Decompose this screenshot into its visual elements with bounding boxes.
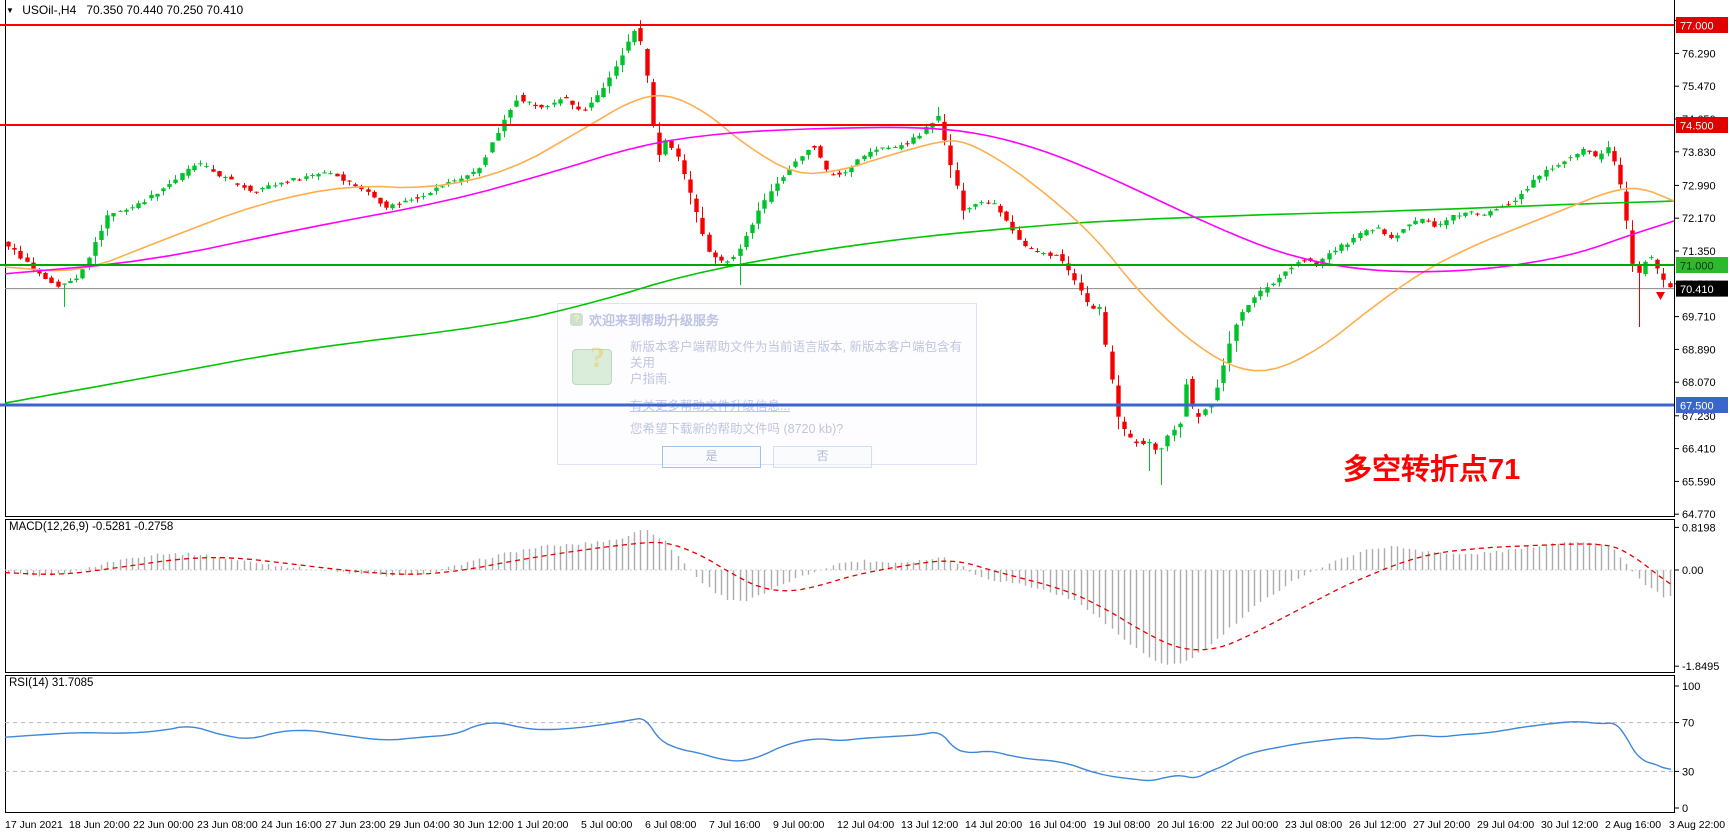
time-axis-label: 2 Aug 16:00: [1605, 819, 1661, 831]
help-upgrade-dialog: ? 欢迎来到帮助升级服务 ? 新版本客户端帮助文件为当前语言版本, 新版本客户端…: [557, 303, 977, 468]
price-tick-label: 67.230: [1682, 411, 1716, 423]
time-axis-label: 22 Jul 00:00: [1221, 819, 1278, 831]
badge-67500-text: 67.500: [1680, 401, 1714, 413]
time-axis-label: 3 Aug 22:00: [1669, 819, 1725, 831]
price-tick-label: 64.770: [1682, 509, 1716, 521]
time-axis-label: 19 Jul 08:00: [1093, 819, 1150, 831]
time-axis-label: 30 Jul 12:00: [1541, 819, 1598, 831]
help-service-icon: ?: [570, 313, 583, 326]
badge-current-price-text: 70.410: [1680, 284, 1714, 296]
main-panel-frame: [5, 0, 1675, 517]
badge-71000-text: 71.000: [1680, 261, 1714, 273]
badge-71000: [1676, 257, 1728, 273]
help-dialog-title: 欢迎来到帮助升级服务: [589, 313, 720, 328]
time-axis-label: 29 Jul 04:00: [1477, 819, 1534, 831]
candles-layer: [6, 20, 1673, 485]
chevron-down-icon[interactable]: ▼: [6, 6, 14, 15]
ma-mid-magenta-line: [4, 126, 1675, 275]
help-dialog-text-col: 新版本客户端帮助文件为当前语言版本, 新版本客户端包含有关用 户指南. 有关更多…: [630, 339, 964, 437]
time-axis[interactable]: 17 Jun 2021 18 Jun 20:00 22 Jun 00:00 23 Ju…: [5, 819, 1725, 831]
price-tick-label: 72.990: [1682, 180, 1716, 192]
rsi-tick-label: 70: [1682, 718, 1694, 730]
badge-77000: [1676, 17, 1728, 33]
time-axis-label: 12 Jul 04:00: [837, 819, 894, 831]
rsi-tick-label: 0: [1682, 803, 1688, 815]
price-tick-label: 73.830: [1682, 147, 1716, 159]
macd-histogram: [7, 530, 1672, 665]
rsi-tick-label: 100: [1682, 681, 1700, 693]
price-tick-label: 71.350: [1682, 246, 1716, 258]
macd-signal-line: [4, 541, 1672, 651]
macd-tick-label: 0.8198: [1682, 522, 1716, 534]
price-tick-label: 76.290: [1682, 48, 1716, 60]
time-axis-label: 13 Jul 12:00: [901, 819, 958, 831]
time-axis-label: 9 Jul 00:00: [773, 819, 825, 831]
rsi-line: [4, 717, 1672, 782]
help-dialog-body: ? 新版本客户端帮助文件为当前语言版本, 新版本客户端包含有关用 户指南. 有关…: [558, 331, 976, 437]
time-axis-label: 29 Jun 04:00: [389, 819, 450, 831]
symbol-ohlc-title: ▼ USOil-,H4 70.350 70.440 70.250 70.410: [6, 3, 243, 17]
time-axis-label: 24 Jun 16:00: [261, 819, 322, 831]
no-button[interactable]: 否: [773, 446, 872, 468]
time-axis-label: 30 Jun 12:00: [453, 819, 514, 831]
time-axis-label: 27 Jul 20:00: [1413, 819, 1470, 831]
price-tick-label: 68.070: [1682, 377, 1716, 389]
macd-tick-label: -1.8495: [1682, 661, 1719, 673]
help-question-glyph: ?: [590, 341, 605, 374]
price-tick-label: 75.470: [1682, 81, 1716, 93]
help-dialog-text-line2: 户指南.: [630, 372, 671, 386]
time-axis-label: 23 Jul 08:00: [1285, 819, 1342, 831]
price-tick-label: 66.410: [1682, 444, 1716, 456]
rsi-tick-label: 30: [1682, 766, 1694, 778]
ma-fast-orange-line: [4, 94, 1675, 372]
help-book-shape: [572, 349, 612, 385]
rsi-indicator-label: RSI(14) 31.7085: [9, 677, 94, 689]
badge-current-price: [1676, 280, 1728, 297]
time-axis-label: 26 Jul 12:00: [1349, 819, 1406, 831]
last-price-arrow-icon: [1656, 292, 1665, 300]
price-tick-label: 69.710: [1682, 312, 1716, 324]
ohlc-values: 70.350 70.440 70.250 70.410: [86, 3, 244, 17]
download-question: 您希望下载新的帮助文件吗 (8720 kb)?: [630, 422, 844, 436]
time-axis-label: 16 Jul 04:00: [1029, 819, 1086, 831]
macd-indicator-label: MACD(12,26,9) -0.5281 -0.2758: [9, 521, 174, 533]
badge-74500-text: 74.500: [1680, 121, 1714, 133]
time-axis-label: 5 Jul 00:00: [581, 819, 633, 831]
time-axis-label: 22 Jun 00:00: [133, 819, 194, 831]
price-tick-label: 65.590: [1682, 476, 1716, 488]
help-dialog-buttons: 是 否: [558, 446, 976, 468]
ma-slow-green-line: [4, 200, 1675, 404]
time-axis-label: 14 Jul 20:00: [965, 819, 1022, 831]
macd-panel-frame: [5, 519, 1675, 673]
help-file-question-icon: ?: [570, 339, 620, 389]
annotation-text: 多空转折点71: [1343, 454, 1521, 486]
macd-tick-label: 0.00: [1682, 565, 1703, 577]
time-axis-label: 27 Jun 23:00: [325, 819, 386, 831]
time-axis-label: 6 Jul 08:00: [645, 819, 697, 831]
time-axis-label: 20 Jul 16:00: [1157, 819, 1214, 831]
help-dialog-text-line1: 新版本客户端帮助文件为当前语言版本, 新版本客户端包含有关用: [630, 340, 962, 370]
time-axis-label: 7 Jul 16:00: [709, 819, 761, 831]
help-dialog-titlebar: ? 欢迎来到帮助升级服务: [558, 304, 976, 331]
price-tick-label: 72.170: [1682, 213, 1716, 225]
rsi-axis[interactable]: 100 70 30 0: [1674, 681, 1700, 815]
rsi-panel-frame: [5, 675, 1675, 813]
yes-button[interactable]: 是: [662, 446, 761, 468]
badge-67500: [1676, 397, 1728, 413]
badge-74500: [1676, 117, 1728, 133]
time-axis-label: 17 Jun 2021: [5, 819, 63, 831]
time-axis-label: 1 Jul 20:00: [517, 819, 569, 831]
time-axis-label: 23 Jun 08:00: [197, 819, 258, 831]
symbol-label: USOil-,H4: [22, 3, 77, 17]
macd-axis[interactable]: 0.8198 0.00 -1.8495: [1674, 522, 1719, 673]
price-tick-label: 68.890: [1682, 344, 1716, 356]
badge-77000-text: 77.000: [1680, 21, 1714, 33]
time-axis-label: 18 Jun 20:00: [69, 819, 130, 831]
